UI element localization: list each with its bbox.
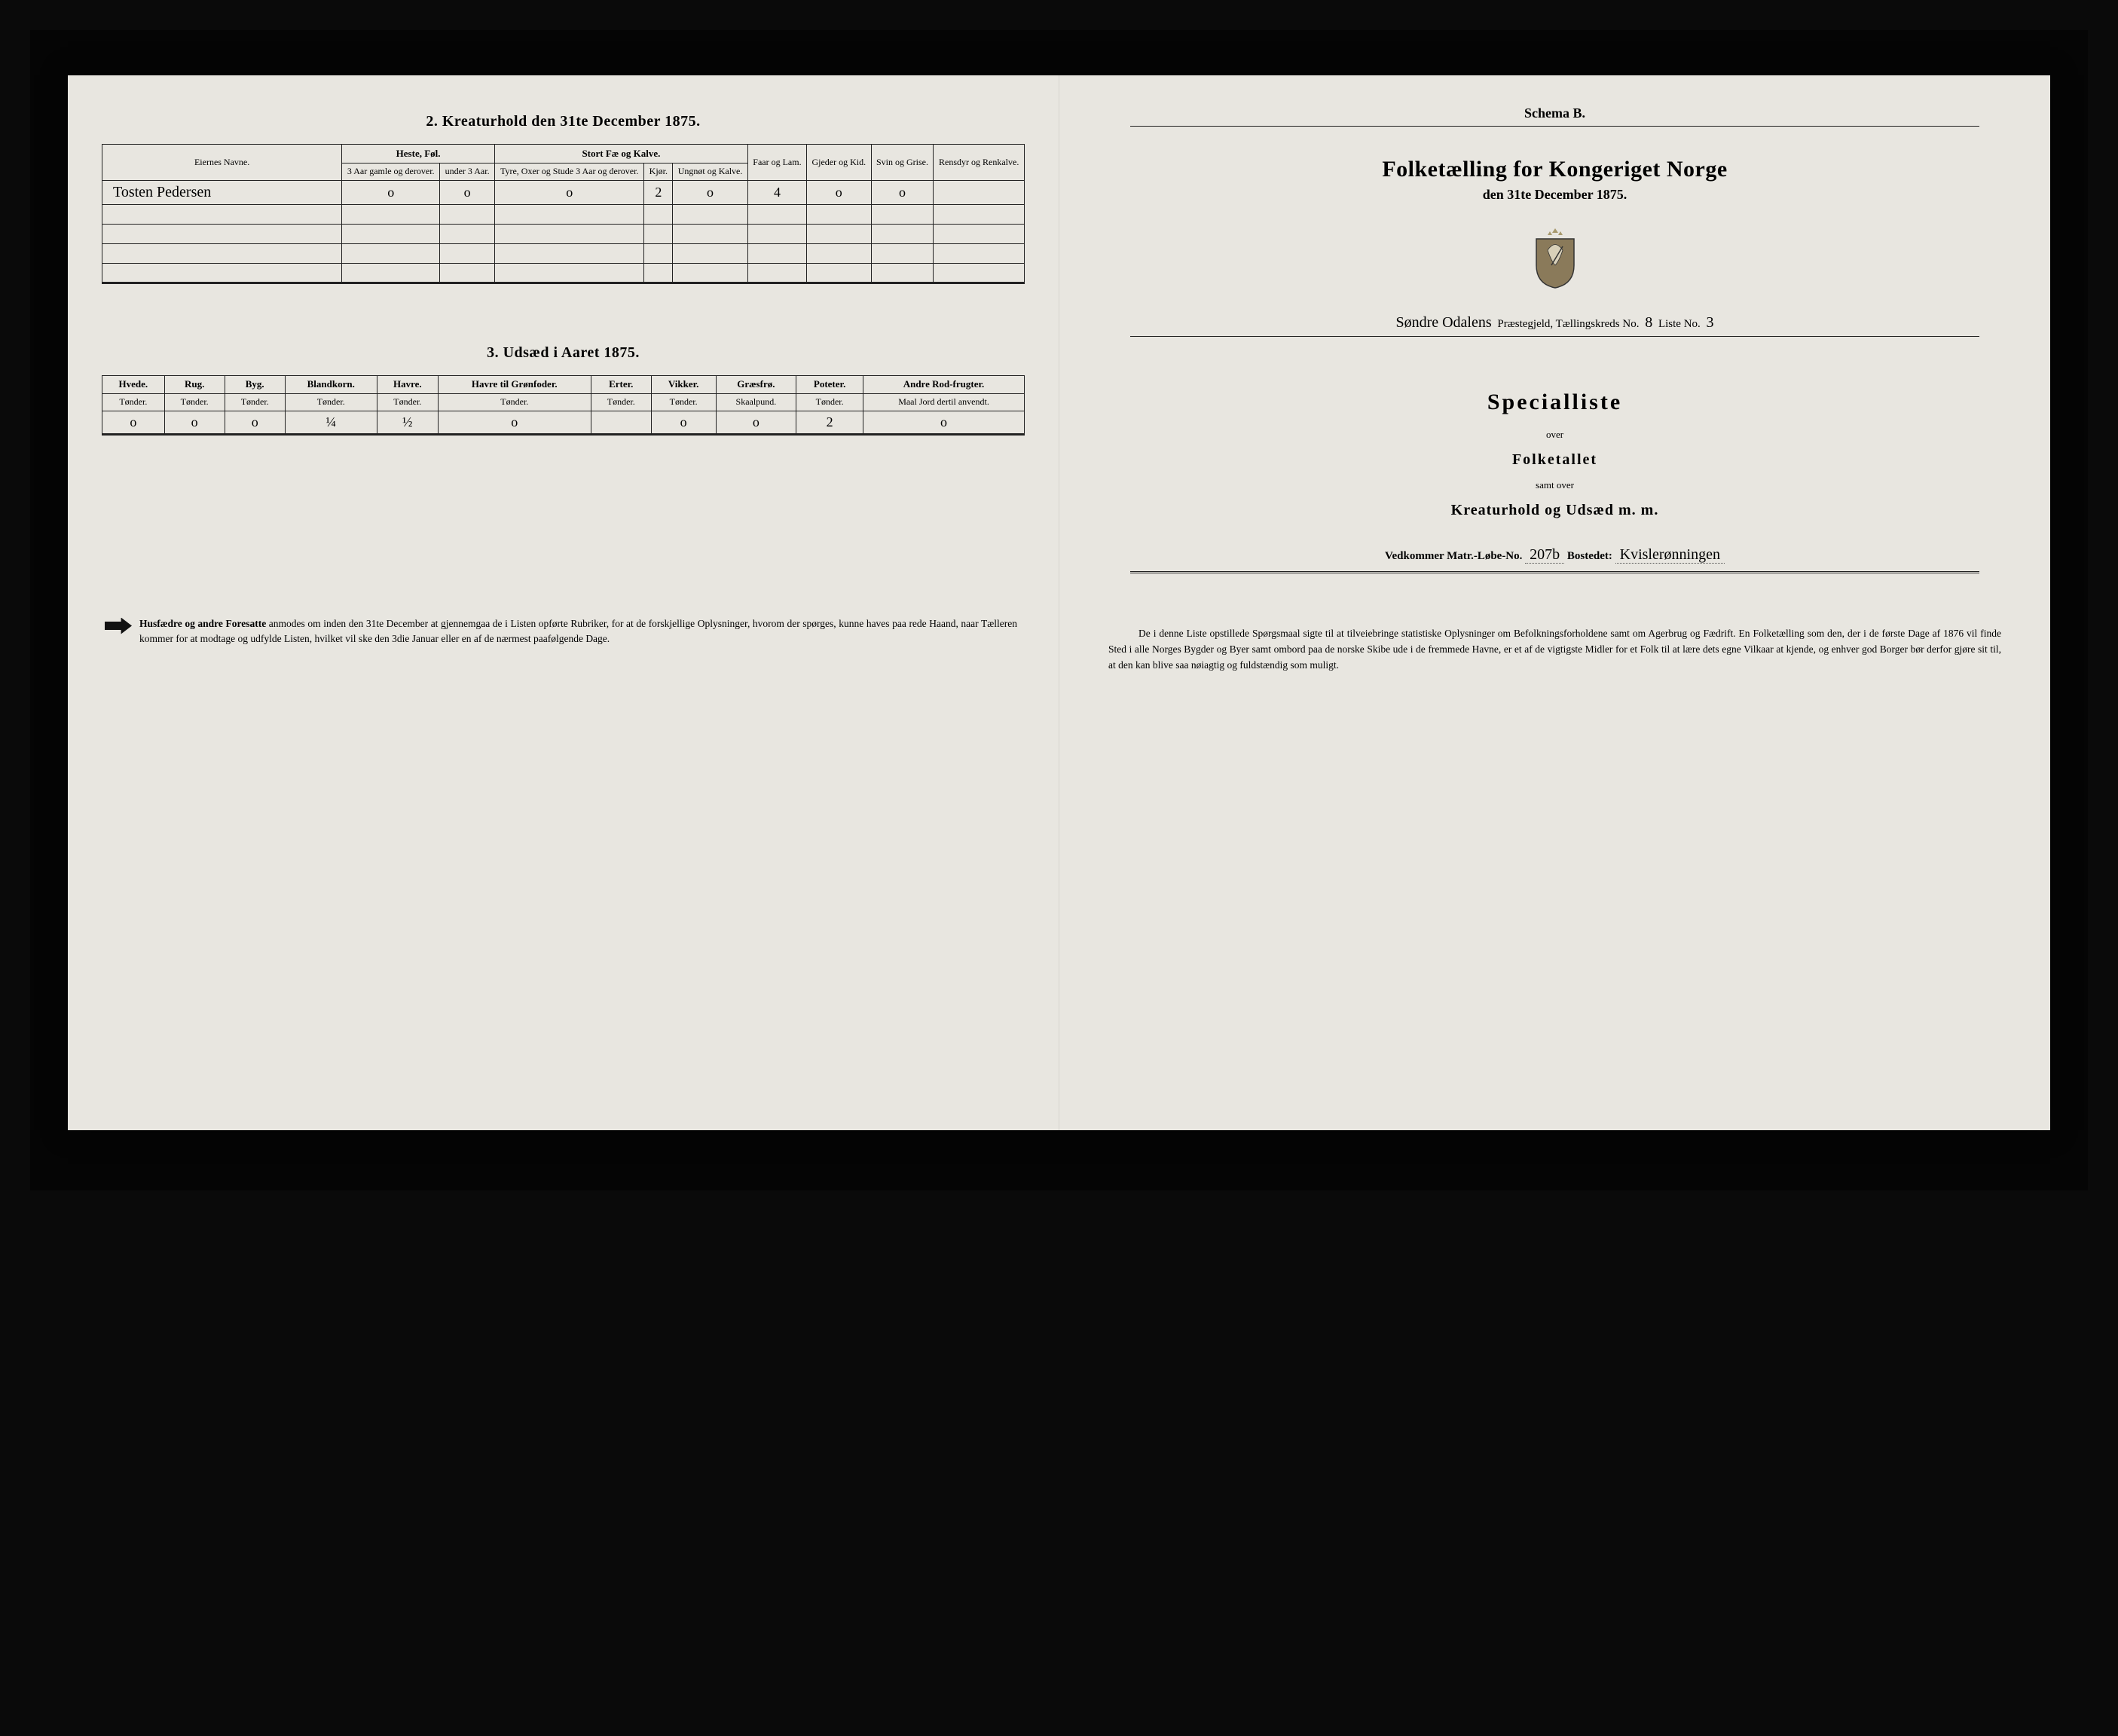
col-group-heste: Heste, Føl. [342, 145, 495, 164]
cell: o [225, 411, 285, 434]
parish-name: Søndre Odalens [1392, 314, 1494, 331]
text-over: over [1093, 429, 2016, 441]
col-ren: Rensdyr og Renkalve. [934, 145, 1025, 181]
bosted-label: Bostedet: [1567, 550, 1615, 562]
section3-title: 3. Udsæd i Aaret 1875. [102, 344, 1025, 362]
table-row [102, 243, 1025, 263]
liste-label: Liste No. [1655, 318, 1703, 330]
document-paper: 2. Kreaturhold den 31te December 1875. E… [68, 75, 2050, 1130]
main-title: Folketælling for Kongeriget Norge [1093, 157, 2016, 182]
specialliste-block: Specialliste over Folketallet samt over … [1093, 390, 2016, 519]
col-subheader: Tønder. [591, 393, 651, 411]
cell [591, 411, 651, 434]
divider-double [1130, 571, 1979, 573]
cell: o [716, 411, 796, 434]
left-page: 2. Kreaturhold den 31te December 1875. E… [68, 75, 1059, 1130]
schema-underline [1130, 126, 1979, 127]
cell: ¼ [285, 411, 377, 434]
text-folketallet: Folketallet [1093, 451, 2016, 469]
cell: 2 [796, 411, 863, 434]
cell: o [807, 180, 872, 204]
col-header: Græsfrø. [716, 375, 796, 393]
cell [934, 180, 1025, 204]
col-owner: Eiernes Navne. [102, 145, 342, 181]
divider [1130, 336, 1979, 337]
coat-of-arms-icon [1529, 224, 1582, 292]
col-header: Rug. [164, 375, 225, 393]
text-samt-over: samt over [1093, 479, 2016, 491]
parish-line: Søndre Odalens Præstegjeld, Tællingskred… [1093, 314, 2016, 332]
col-header: Vikker. [651, 375, 716, 393]
main-date: den 31te December 1875. [1093, 187, 2016, 203]
col-subheader: Tønder. [651, 393, 716, 411]
col-faar: Faar og Lam. [747, 145, 806, 181]
pointing-hand-icon [105, 618, 132, 634]
col-subheader: Skaalpund. [716, 393, 796, 411]
cell: o [871, 180, 934, 204]
matr-label: Vedkommer Matr.-Løbe-No. [1385, 550, 1525, 562]
col-stort-b: Kjør. [644, 164, 673, 181]
col-header: Havre til Grønfoder. [438, 375, 591, 393]
col-subheader: Tønder. [225, 393, 285, 411]
col-header: Hvede. [102, 375, 165, 393]
col-heste-b: under 3 Aar. [440, 164, 495, 181]
col-svin: Svin og Grise. [871, 145, 934, 181]
col-header: Byg. [225, 375, 285, 393]
parish-label: Præstegjeld, Tællingskreds No. [1495, 318, 1643, 330]
cell: o [164, 411, 225, 434]
table-udsaed: Hvede.Rug.Byg.Blandkorn.Havre.Havre til … [102, 375, 1025, 436]
left-footer-note: Husfædre og andre Foresatte anmodes om i… [102, 616, 1025, 648]
right-page: Schema B. Folketælling for Kongeriget No… [1059, 75, 2050, 1130]
matr-line: Vedkommer Matr.-Løbe-No. 207b Bostedet: … [1093, 546, 2016, 564]
table-row [102, 263, 1025, 283]
table-kreaturhold: Eiernes Navne. Heste, Føl. Stort Fæ og K… [102, 144, 1025, 284]
col-group-stort: Stort Fæ og Kalve. [494, 145, 747, 164]
col-subheader: Tønder. [796, 393, 863, 411]
bosted-value: Kvislerønningen [1615, 546, 1725, 564]
cell: 4 [747, 180, 806, 204]
cell: o [673, 180, 748, 204]
scan-frame: 2. Kreaturhold den 31te December 1875. E… [30, 30, 2088, 1190]
kreds-no: 8 [1642, 314, 1655, 331]
cell: o [440, 180, 495, 204]
table-row [102, 204, 1025, 224]
col-header: Poteter. [796, 375, 863, 393]
col-subheader: Maal Jord dertil anvendt. [863, 393, 1025, 411]
col-header: Blandkorn. [285, 375, 377, 393]
col-header: Havre. [377, 375, 438, 393]
schema-label: Schema B. [1093, 105, 2016, 121]
col-subheader: Tønder. [285, 393, 377, 411]
right-footer-note: De i denne Liste opstillede Spørgsmaal s… [1093, 626, 2016, 674]
cell: o [438, 411, 591, 434]
col-header: Erter. [591, 375, 651, 393]
text-kreatur: Kreaturhold og Udsæd m. m. [1093, 502, 2016, 519]
section2-title: 2. Kreaturhold den 31te December 1875. [102, 113, 1025, 130]
table-row: ooo¼½ooo2o [102, 411, 1025, 434]
cell-owner-name: Tosten Pedersen [102, 180, 342, 204]
table-row [102, 224, 1025, 243]
cell: o [651, 411, 716, 434]
col-subheader: Tønder. [377, 393, 438, 411]
cell: o [102, 411, 165, 434]
cell: o [342, 180, 440, 204]
cell: o [494, 180, 644, 204]
matr-no: 207b [1525, 546, 1564, 564]
col-subheader: Tønder. [102, 393, 165, 411]
specialliste-title: Specialliste [1093, 390, 2016, 415]
cell: 2 [644, 180, 673, 204]
col-header: Andre Rod-frugter. [863, 375, 1025, 393]
col-gjeder: Gjeder og Kid. [807, 145, 872, 181]
col-stort-c: Ungnøt og Kalve. [673, 164, 748, 181]
col-heste-a: 3 Aar gamle og derover. [342, 164, 440, 181]
col-subheader: Tønder. [438, 393, 591, 411]
table-row: Tosten Pedersen o o o 2 o 4 o o [102, 180, 1025, 204]
cell: ½ [377, 411, 438, 434]
col-stort-a: Tyre, Oxer og Stude 3 Aar og derover. [494, 164, 644, 181]
cell: o [863, 411, 1025, 434]
liste-no: 3 [1704, 314, 1717, 331]
footer-bold-lead: Husfædre og andre Foresatte [139, 618, 266, 629]
col-subheader: Tønder. [164, 393, 225, 411]
footer-text: anmodes om inden den 31te December at gj… [139, 618, 1017, 645]
footer-text: De i denne Liste opstillede Spørgsmaal s… [1108, 628, 2001, 671]
